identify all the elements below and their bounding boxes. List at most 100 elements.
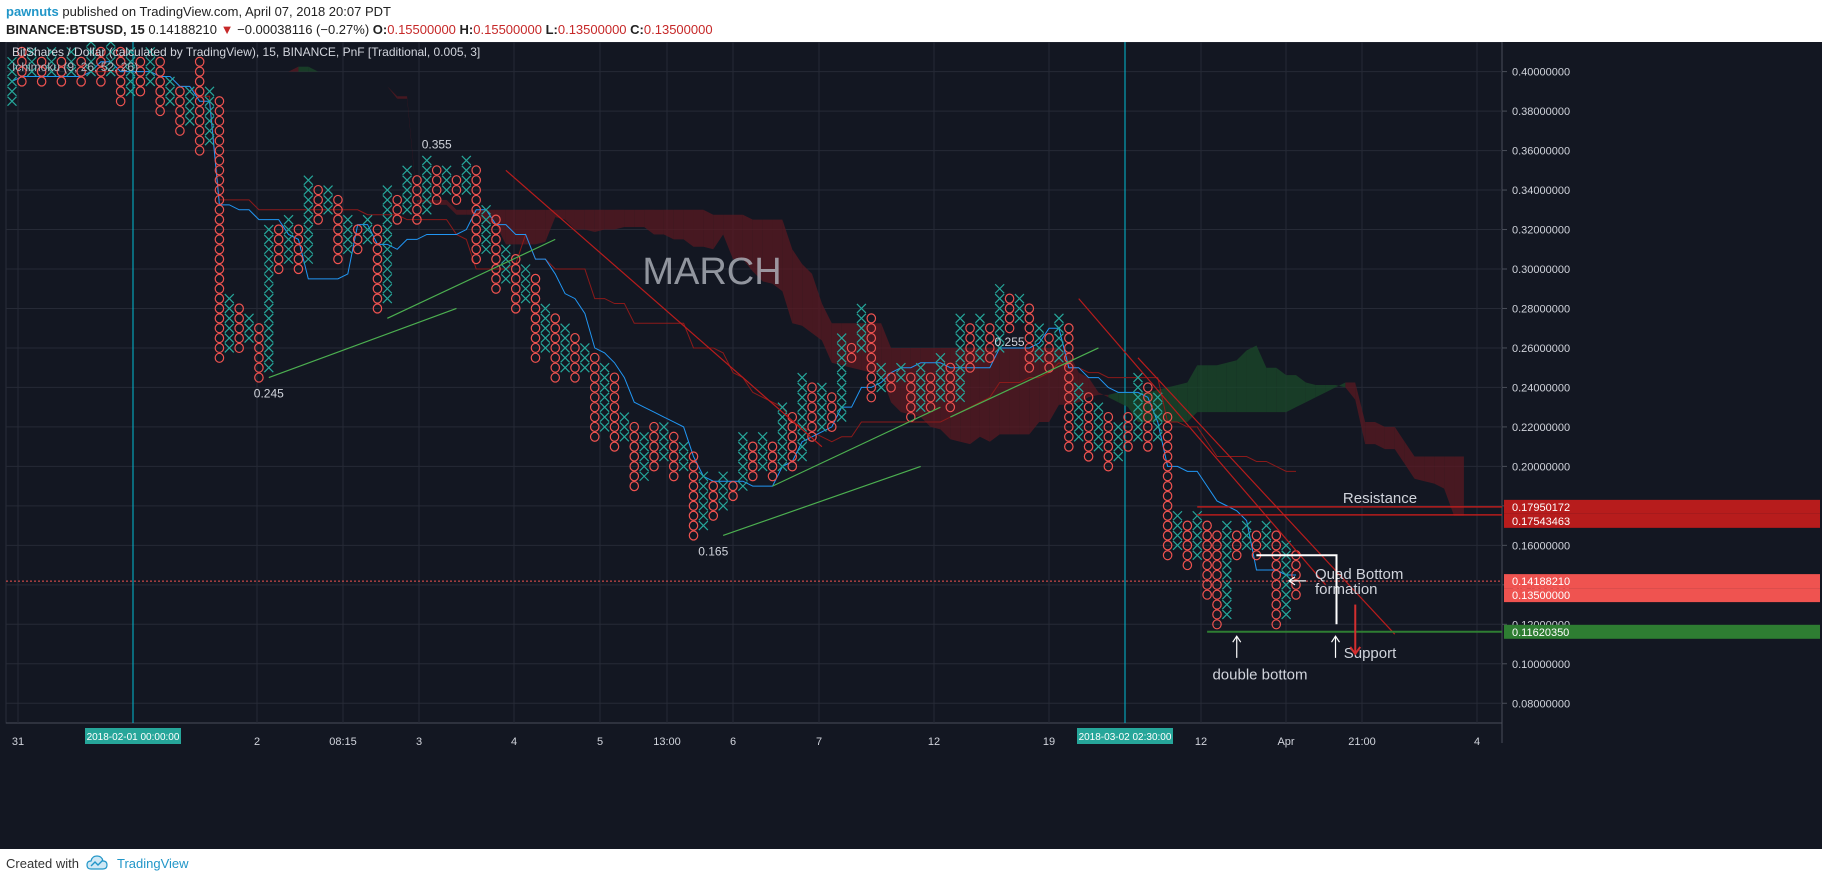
cloud-segment-bull	[1286, 375, 1296, 413]
pnf-column-x	[579, 343, 590, 373]
o-box	[530, 352, 541, 363]
x-box	[599, 372, 610, 383]
o-box	[1251, 530, 1262, 541]
o-box	[273, 224, 284, 235]
pnf-column-o	[96, 46, 106, 87]
pnf-column-x	[323, 185, 333, 215]
o-box	[96, 76, 106, 87]
o-box	[550, 323, 561, 334]
o-box	[115, 66, 126, 77]
cloud-segment-bull	[1266, 367, 1277, 413]
price-label-badge	[1504, 574, 1820, 589]
cloud-segment-bear	[584, 209, 595, 232]
o-box	[570, 362, 580, 373]
pnf-column-x	[599, 362, 610, 432]
pnf-column-x	[1034, 323, 1045, 363]
cloud-segment-bear	[1355, 382, 1366, 445]
x-box	[500, 273, 511, 284]
o-box	[1103, 421, 1114, 433]
cloud-segment-bear	[841, 323, 852, 368]
x-box	[876, 382, 887, 393]
y-tick-label: 0.28000000	[1512, 303, 1570, 315]
o-box	[530, 273, 541, 284]
o-box	[194, 135, 205, 146]
x-box	[86, 56, 96, 67]
tradingview-cloud-icon[interactable]	[86, 854, 108, 872]
x-highlight-label: 2018-02-01 00:00:00	[87, 732, 180, 743]
o-box	[688, 461, 699, 472]
trendline	[505, 169, 823, 448]
o-box	[194, 145, 205, 156]
o-box	[214, 293, 225, 304]
x-box	[500, 264, 511, 274]
pnf-column-o	[1251, 530, 1262, 561]
x-box	[678, 451, 689, 462]
tradingview-brand-link[interactable]: TradingView	[117, 856, 189, 871]
cloud-segment-bull	[1335, 382, 1346, 388]
o-box	[1083, 421, 1094, 433]
x-box	[303, 234, 314, 245]
x-box	[876, 362, 887, 373]
o-box	[767, 471, 778, 482]
o-box	[985, 332, 995, 344]
x-box	[698, 510, 709, 521]
x-box	[481, 234, 492, 245]
o-box	[313, 194, 323, 206]
trendline	[387, 238, 556, 319]
pnf-column-x	[935, 352, 946, 403]
o-box	[1024, 332, 1035, 344]
x-box	[1172, 520, 1183, 531]
o-box	[194, 105, 205, 117]
pnf-column-o	[965, 323, 975, 373]
x-box	[718, 481, 729, 492]
o-box	[925, 372, 936, 383]
o-box	[728, 481, 738, 492]
o-box	[1083, 402, 1094, 413]
o-box	[214, 184, 225, 196]
x-box	[1172, 510, 1183, 521]
o-box	[570, 372, 580, 383]
up-arrow-icon	[1232, 635, 1242, 643]
cloud-segment-bear	[1434, 456, 1445, 489]
o-box	[1202, 559, 1212, 571]
x-box	[500, 254, 511, 265]
o-box	[1162, 520, 1173, 531]
o-box	[787, 421, 798, 433]
cloud-segment-bear	[535, 209, 546, 245]
pnf-column-x	[816, 382, 827, 432]
o-box	[530, 283, 541, 294]
o-box	[589, 362, 600, 373]
x-box	[975, 352, 985, 363]
o-box	[214, 194, 225, 206]
o-box	[56, 56, 67, 67]
x-box	[382, 224, 393, 235]
author-link[interactable]: pawnuts	[6, 4, 59, 19]
cloud-segment-bear	[881, 323, 892, 403]
x-box	[105, 46, 116, 57]
o-box	[372, 263, 383, 275]
o-box	[1143, 441, 1153, 452]
x-box	[481, 214, 492, 225]
pnf-column-x	[658, 421, 669, 462]
pnf-column-o	[1182, 520, 1193, 571]
o-box	[925, 382, 936, 393]
x-box	[698, 481, 709, 492]
pnf-column-x	[461, 155, 472, 195]
cloud-segment-bear	[288, 66, 299, 72]
o-box	[214, 96, 225, 107]
o-box	[1182, 530, 1193, 541]
o-box	[17, 46, 27, 57]
o-box	[1024, 362, 1035, 373]
x-box	[105, 66, 116, 77]
close-value: 0.13500000	[643, 22, 713, 37]
pnf-chart[interactable]: 0.080000000.100000000.120000000.14000000…	[0, 42, 1822, 849]
o-box	[807, 411, 817, 423]
o-box	[254, 362, 264, 373]
o-box	[471, 244, 482, 255]
x-box	[7, 86, 17, 97]
o-box	[985, 342, 995, 354]
o-box	[1083, 392, 1094, 403]
x-box	[856, 333, 867, 344]
x-box	[283, 234, 294, 245]
o-box	[688, 510, 699, 521]
